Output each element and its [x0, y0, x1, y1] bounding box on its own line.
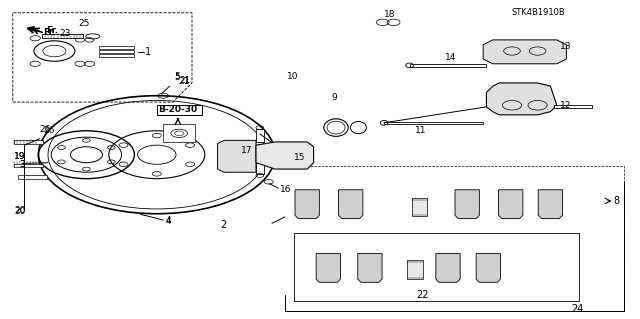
- Polygon shape: [295, 190, 319, 219]
- Polygon shape: [339, 190, 363, 219]
- Text: Fr.: Fr.: [44, 28, 56, 37]
- Text: 3: 3: [19, 160, 25, 169]
- Text: 17: 17: [241, 146, 253, 155]
- Bar: [256, 163, 264, 174]
- Text: 25: 25: [78, 19, 90, 28]
- Text: 11: 11: [415, 126, 426, 135]
- Text: Fr.: Fr.: [46, 26, 58, 35]
- Polygon shape: [483, 40, 566, 64]
- Text: 19: 19: [14, 152, 26, 161]
- Bar: [554, 105, 592, 108]
- Text: 13: 13: [560, 42, 572, 51]
- Text: 19: 19: [14, 152, 26, 161]
- Text: 1: 1: [145, 47, 152, 57]
- Bar: [42, 34, 83, 38]
- Text: 4: 4: [165, 216, 171, 225]
- Polygon shape: [358, 254, 382, 282]
- Polygon shape: [436, 254, 460, 282]
- Bar: [412, 198, 428, 216]
- Bar: [99, 46, 134, 49]
- Polygon shape: [316, 254, 340, 282]
- Text: 20: 20: [14, 206, 26, 215]
- Text: 5: 5: [175, 73, 180, 82]
- Text: 14: 14: [445, 53, 456, 62]
- Text: 18: 18: [384, 10, 396, 19]
- Text: 16: 16: [280, 185, 291, 194]
- Text: B-20-30: B-20-30: [158, 105, 197, 114]
- Text: 24: 24: [572, 304, 584, 315]
- Text: 20: 20: [14, 207, 26, 216]
- Polygon shape: [499, 190, 523, 219]
- Bar: [18, 175, 47, 179]
- Text: 22: 22: [416, 290, 429, 300]
- Bar: [410, 64, 486, 67]
- Bar: [256, 129, 264, 142]
- Text: 23: 23: [59, 29, 70, 38]
- Text: 21: 21: [178, 77, 189, 86]
- Text: 26: 26: [40, 125, 51, 134]
- Bar: [384, 122, 483, 124]
- Polygon shape: [218, 140, 256, 172]
- Bar: [407, 260, 423, 279]
- Text: 4: 4: [165, 217, 171, 226]
- Bar: [163, 124, 195, 142]
- Polygon shape: [486, 83, 557, 115]
- Text: 15: 15: [294, 153, 306, 162]
- Text: 3: 3: [19, 160, 25, 169]
- Text: 26: 26: [44, 126, 55, 135]
- Polygon shape: [455, 190, 479, 219]
- Polygon shape: [538, 190, 563, 219]
- Text: 10: 10: [287, 72, 298, 81]
- Text: STK4B1910B: STK4B1910B: [512, 8, 566, 17]
- Circle shape: [277, 149, 305, 163]
- Bar: [14, 140, 43, 144]
- Polygon shape: [476, 254, 500, 282]
- Bar: [14, 164, 43, 167]
- Text: 2: 2: [220, 220, 227, 230]
- Text: 9: 9: [332, 93, 337, 102]
- Bar: [99, 50, 134, 53]
- Text: 21: 21: [179, 76, 191, 85]
- Text: 8: 8: [613, 196, 620, 206]
- Polygon shape: [256, 142, 314, 169]
- Bar: [157, 105, 202, 115]
- Text: 5: 5: [175, 72, 180, 81]
- Text: 12: 12: [560, 101, 572, 110]
- Bar: [99, 54, 134, 57]
